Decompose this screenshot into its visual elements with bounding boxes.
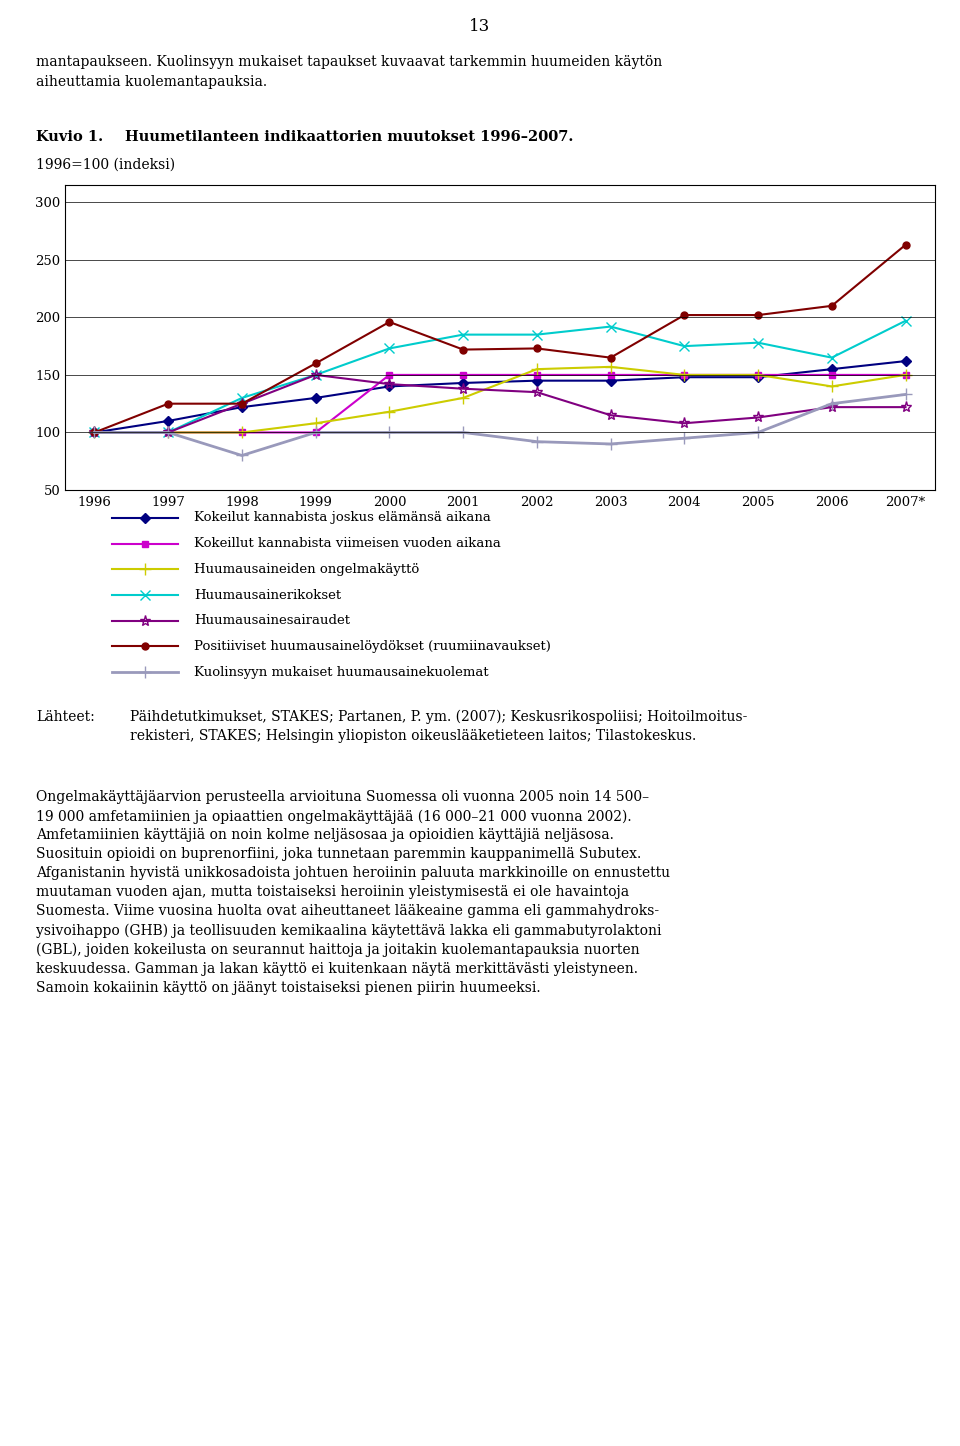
Text: mantapaukseen. Kuolinsyyn mukaiset tapaukset kuvaavat tarkemmin huumeiden käytön: mantapaukseen. Kuolinsyyn mukaiset tapau… [36, 55, 662, 69]
Text: Huumausainesairaudet: Huumausainesairaudet [194, 615, 349, 628]
Text: Positiiviset huumausainelöydökset (ruumiinavaukset): Positiiviset huumausainelöydökset (ruumi… [194, 641, 551, 654]
Text: Ongelmakäyttäjäarvion perusteella arvioituna Suomessa oli vuonna 2005 noin 14 50: Ongelmakäyttäjäarvion perusteella arvioi… [36, 790, 671, 995]
Text: Huumausainerikokset: Huumausainerikokset [194, 589, 341, 602]
Text: aiheuttamia kuolemantapauksia.: aiheuttamia kuolemantapauksia. [36, 75, 268, 90]
Text: Kuolinsyyn mukaiset huumausainekuolemat: Kuolinsyyn mukaiset huumausainekuolemat [194, 665, 489, 678]
Text: Kuvio 1.: Kuvio 1. [36, 130, 104, 145]
Text: Huumausaineiden ongelmakäyttö: Huumausaineiden ongelmakäyttö [194, 562, 420, 576]
Text: Kokeillut kannabista viimeisen vuoden aikana: Kokeillut kannabista viimeisen vuoden ai… [194, 536, 501, 549]
Text: 1996=100 (indeksi): 1996=100 (indeksi) [36, 158, 176, 172]
Text: Lähteet:: Lähteet: [36, 710, 95, 724]
Text: Päihdetutkimukset, STAKES; Partanen, P. ym. (2007); Keskusrikospoliisi; Hoitoilm: Päihdetutkimukset, STAKES; Partanen, P. … [130, 710, 747, 743]
Text: Kokeilut kannabista joskus elämänsä aikana: Kokeilut kannabista joskus elämänsä aika… [194, 512, 491, 525]
Text: 13: 13 [469, 17, 491, 35]
Text: Huumetilanteen indikaattorien muutokset 1996–2007.: Huumetilanteen indikaattorien muutokset … [125, 130, 573, 145]
